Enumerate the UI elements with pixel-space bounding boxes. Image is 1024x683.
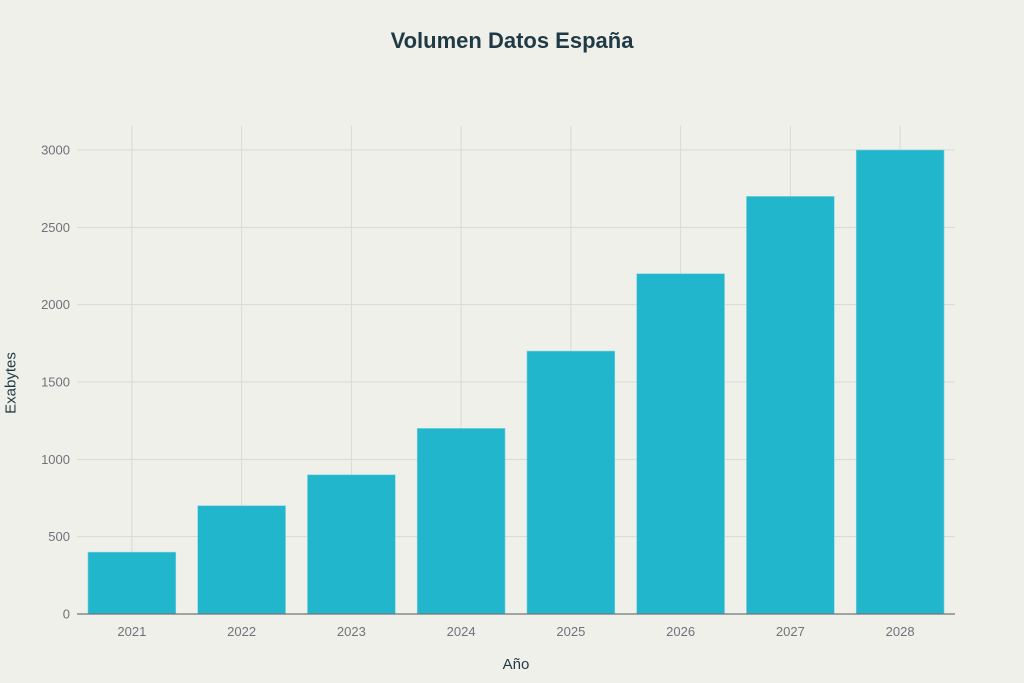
x-tick-label: 2028 [886,624,915,639]
x-tick-label: 2027 [776,624,805,639]
bar-2021 [87,551,177,615]
axes: 0 500 1000 1500 2000 2500 3000 2021 2022 2023 2024… [41,143,955,639]
x-tick-label: 2026 [666,624,695,639]
y-tick-label: 1000 [41,452,70,467]
bars [87,149,945,615]
bar-2026 [636,273,725,615]
y-tick-label: 2000 [41,297,70,312]
bar-2022 [197,505,286,615]
bar-2024 [416,428,506,615]
x-tick-label: 2025 [556,624,585,639]
x-tick-label: 2022 [227,624,256,639]
x-tick-label: 2024 [447,624,476,639]
bar-2023 [307,474,396,615]
y-tick-label: 3000 [41,143,70,158]
y-tick-label: 0 [63,607,70,622]
x-axis-label: Año [502,656,530,673]
bar-2027 [746,196,835,615]
x-tick-label: 2021 [117,624,146,639]
y-tick-label: 1500 [41,375,70,390]
y-tick-label: 2500 [41,220,70,235]
y-tick-label: 500 [48,529,70,544]
bar-2028 [855,149,945,615]
chart-title: Volumen Datos España [390,28,634,53]
bar-2025 [526,350,616,615]
x-tick-label: 2023 [337,624,366,639]
